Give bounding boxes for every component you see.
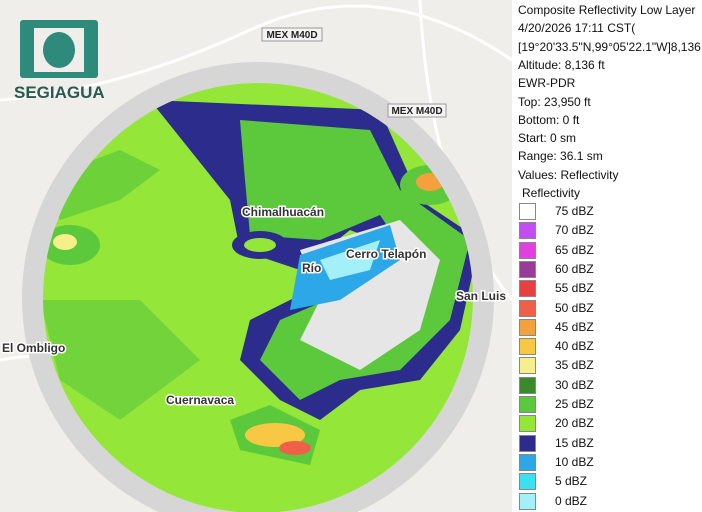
legend-swatch bbox=[519, 396, 536, 413]
legend-swatch bbox=[519, 338, 536, 356]
road-label: MEX M40D bbox=[391, 106, 442, 117]
info-line: Values: Reflectivity bbox=[518, 167, 619, 182]
legend-swatch bbox=[519, 241, 536, 259]
legend-label: 30 dBZ bbox=[555, 377, 594, 392]
legend-label: 65 dBZ bbox=[555, 242, 594, 257]
info-line: EWR-PDR bbox=[518, 76, 576, 91]
legend-label: 45 dBZ bbox=[555, 319, 594, 334]
info-line: [19°20'33.5"N,99°05'22.1"W]8,136 ft bbox=[518, 39, 702, 54]
legend-swatch bbox=[519, 222, 536, 240]
place-label: San Luis bbox=[456, 289, 506, 303]
legend-swatch bbox=[519, 415, 536, 433]
radar-echo bbox=[43, 83, 473, 512]
legend-label: 25 dBZ bbox=[555, 397, 594, 411]
place-label: Cerro Telapón bbox=[346, 247, 426, 261]
legend-label: 0 dBZ bbox=[555, 493, 588, 508]
info-line: Top: 23,950 ft bbox=[518, 94, 591, 109]
legend-label: 10 dBZ bbox=[555, 454, 594, 469]
legend-label: 20 dBZ bbox=[555, 416, 594, 431]
legend-swatch bbox=[519, 453, 536, 471]
place-label: El Ombligo bbox=[2, 341, 65, 355]
legend-swatch bbox=[519, 260, 536, 278]
info-line: Composite Reflectivity Low Layer bbox=[518, 3, 696, 17]
place-label: Chimalhuacán bbox=[242, 205, 324, 219]
legend-swatch bbox=[519, 318, 536, 336]
legend-swatch bbox=[519, 280, 536, 298]
legend-swatch bbox=[519, 299, 536, 317]
legend-label: 15 dBZ bbox=[555, 435, 594, 450]
place-label: Cuernavaca bbox=[166, 393, 234, 407]
legend-label: 35 dBZ bbox=[555, 358, 594, 373]
legend-label: 50 dBZ bbox=[555, 300, 594, 315]
legend-label: 5 dBZ bbox=[555, 474, 588, 489]
info-panel: Reflectivity Composite Reflectivity Low … bbox=[512, 0, 702, 512]
place-label: Río bbox=[302, 261, 321, 275]
legend-swatch bbox=[519, 203, 536, 220]
logo-icon bbox=[20, 20, 98, 78]
road-shield bbox=[261, 27, 323, 42]
road-label: MEX M40D bbox=[266, 30, 317, 41]
legend-swatch bbox=[519, 473, 536, 491]
legend-swatch bbox=[519, 376, 536, 394]
legend-swatch bbox=[519, 434, 536, 452]
radar-map: SEGIAGUA MEX M40D MEX M40D Chimalhuacán … bbox=[0, 0, 512, 512]
legend-title: Reflectivity bbox=[522, 186, 581, 200]
legend-label: 60 dBZ bbox=[555, 261, 594, 276]
info-line: Range: 36.1 sm bbox=[518, 149, 603, 164]
legend-label: 70 dBZ bbox=[555, 223, 594, 238]
legend-label: 75 dBZ bbox=[555, 204, 594, 218]
logo-text: SEGIAGUA bbox=[14, 83, 105, 102]
info-line: 4/20/2026 17:11 CST( bbox=[518, 21, 636, 36]
legend-label: 55 dBZ bbox=[555, 281, 594, 296]
legend-swatch bbox=[519, 357, 536, 375]
road-shield bbox=[387, 103, 447, 118]
legend-label: 40 dBZ bbox=[555, 339, 594, 354]
info-line: Bottom: 0 ft bbox=[518, 112, 580, 127]
info-line: Altitude: 8,136 ft bbox=[518, 57, 605, 72]
legend-swatch bbox=[519, 492, 536, 510]
info-line: Start: 0 sm bbox=[518, 131, 577, 146]
